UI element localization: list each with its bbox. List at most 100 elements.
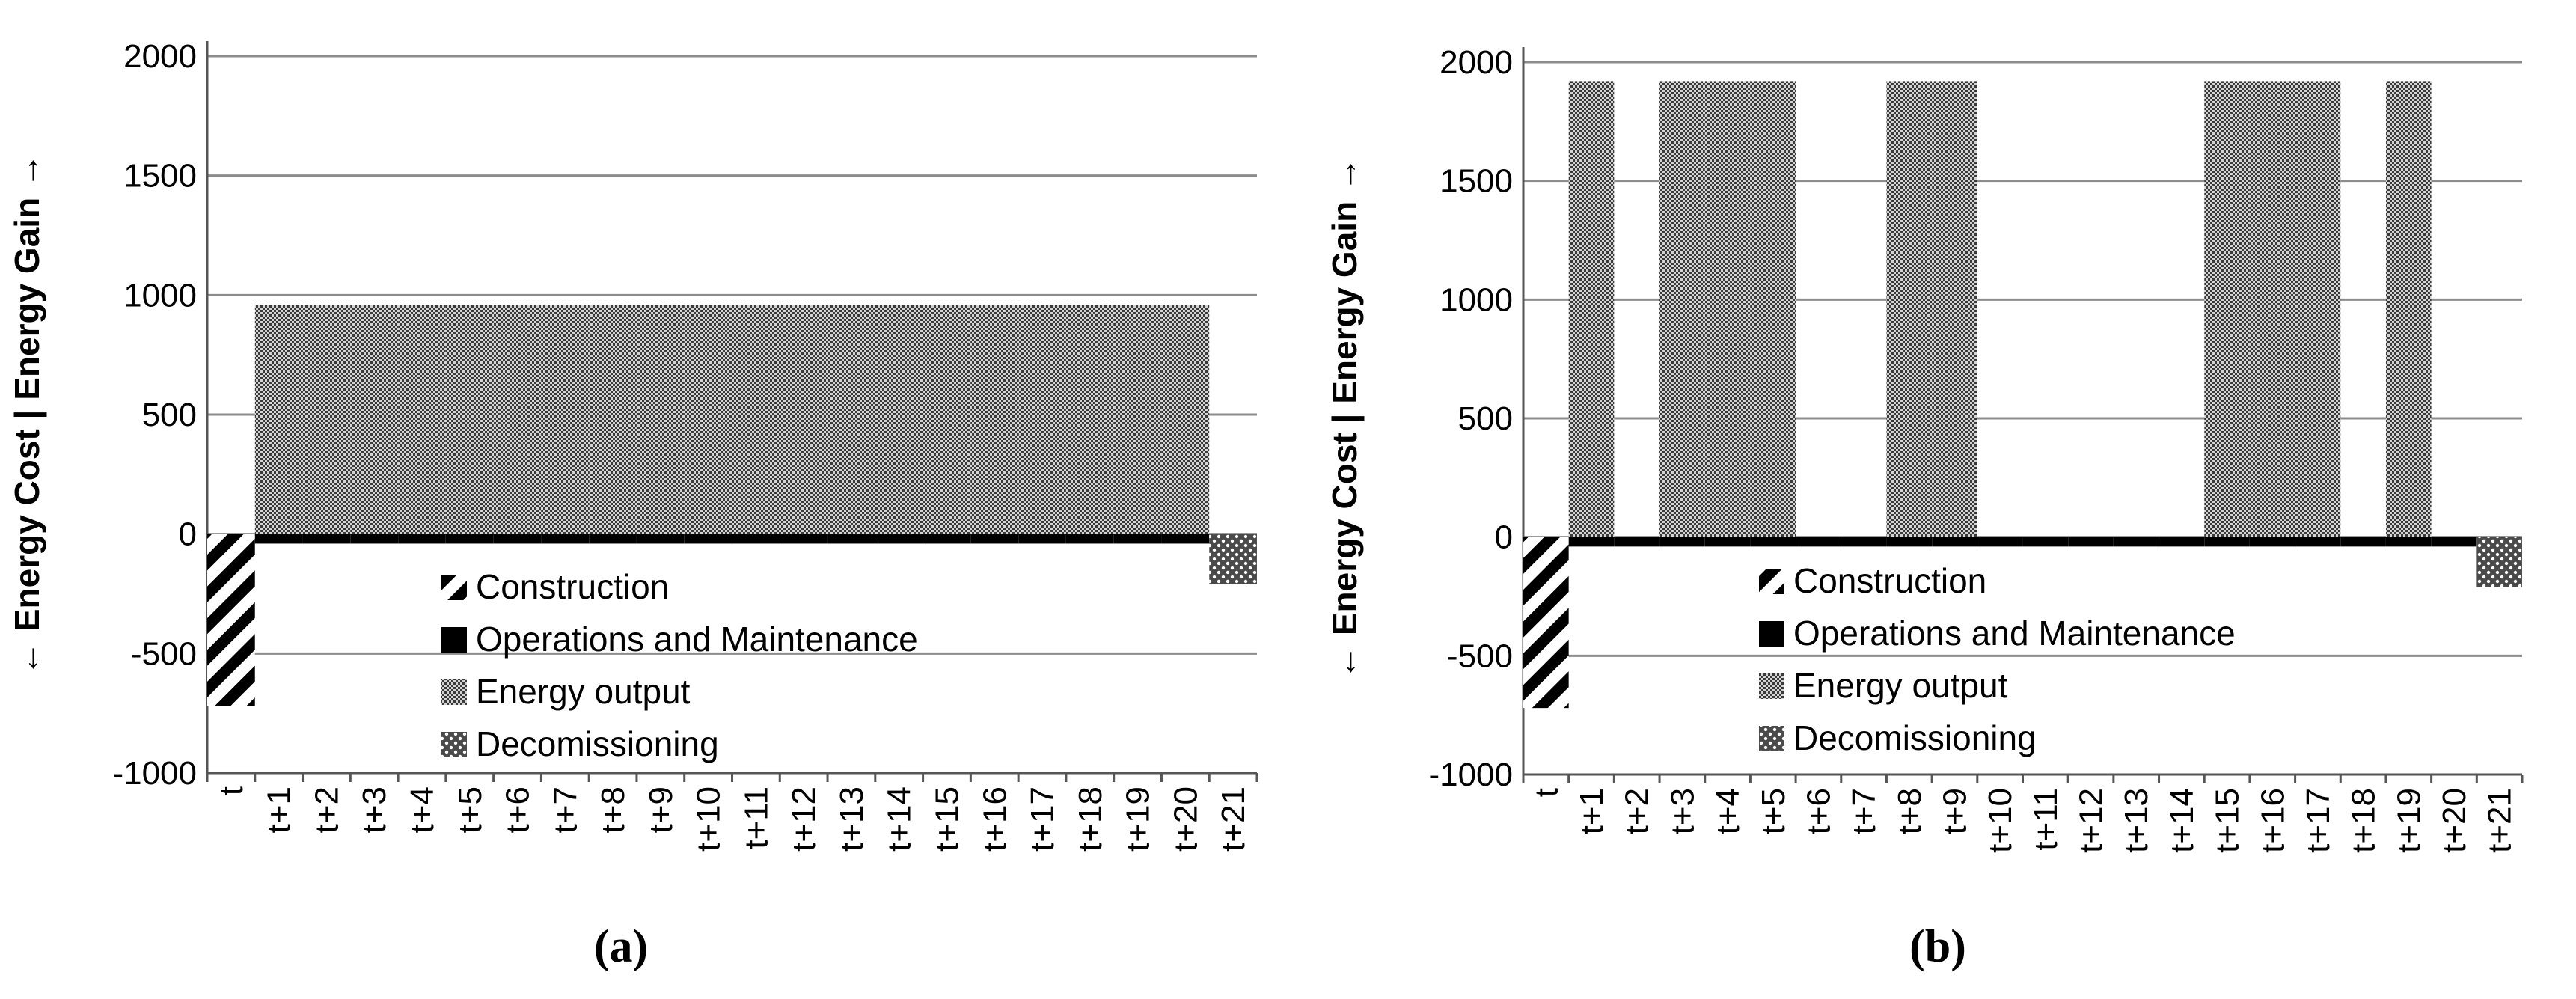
bar-operations-and-maintenance bbox=[2113, 537, 2159, 547]
bar-operations-and-maintenance bbox=[1065, 534, 1114, 544]
x-tick-label: t+2 bbox=[308, 786, 345, 833]
x-tick-label: t+2 bbox=[1619, 788, 1656, 834]
x-tick-label: t+12 bbox=[786, 786, 822, 852]
x-tick-label: t bbox=[213, 786, 250, 795]
bar-energy-output bbox=[350, 305, 399, 534]
legend-swatch bbox=[441, 679, 467, 705]
bar-operations-and-maintenance bbox=[1568, 537, 1615, 547]
bar-energy-output bbox=[1704, 81, 1751, 537]
bar-operations-and-maintenance bbox=[1841, 537, 1887, 547]
bar-energy-output bbox=[302, 305, 351, 534]
bar-operations-and-maintenance bbox=[1977, 537, 2023, 547]
bar-operations-and-maintenance bbox=[732, 534, 780, 544]
legend-entry: Energy output bbox=[476, 672, 691, 711]
panel-label-a: (a) bbox=[593, 921, 649, 972]
x-tick-label: t+9 bbox=[1936, 788, 1973, 834]
bar-operations-and-maintenance bbox=[1886, 537, 1933, 547]
bar-operations-and-maintenance bbox=[1659, 537, 1705, 547]
bar-operations-and-maintenance bbox=[1796, 537, 1841, 547]
bar-operations-and-maintenance bbox=[2159, 537, 2205, 547]
x-tick-label: t+13 bbox=[2118, 788, 2155, 853]
bar-energy-output bbox=[2385, 81, 2432, 537]
x-tick-label: t bbox=[1528, 788, 1564, 797]
bar-operations-and-maintenance bbox=[2431, 537, 2477, 547]
bar-energy-output bbox=[1113, 305, 1162, 534]
bar-construction bbox=[207, 534, 255, 706]
x-tick-label: t+17 bbox=[1024, 786, 1061, 852]
y-tick-label: -500 bbox=[131, 635, 197, 672]
bar-operations-and-maintenance bbox=[780, 534, 828, 544]
x-tick-label: t+10 bbox=[691, 786, 727, 852]
bar-energy-output bbox=[2204, 81, 2250, 537]
bar-operations-and-maintenance bbox=[1750, 537, 1796, 547]
bar-operations-and-maintenance bbox=[589, 534, 637, 544]
x-tick-label: t+12 bbox=[2073, 788, 2110, 853]
bar-energy-output bbox=[2249, 81, 2295, 537]
bar-operations-and-maintenance bbox=[1932, 537, 1977, 547]
bar-operations-and-maintenance bbox=[827, 534, 875, 544]
x-tick-label: t+6 bbox=[1800, 788, 1837, 834]
x-tick-label: t+4 bbox=[404, 786, 441, 833]
legend-swatch bbox=[1759, 621, 1784, 647]
y-tick-label: 500 bbox=[142, 397, 197, 433]
bar-energy-output bbox=[923, 305, 971, 534]
x-tick-label: t+5 bbox=[1755, 788, 1792, 834]
y-axis-label: ← Energy Cost | Energy Gain → bbox=[1325, 157, 1364, 679]
x-tick-label: t+1 bbox=[1573, 788, 1610, 834]
legend-swatch bbox=[441, 627, 467, 653]
x-tick-label: t+7 bbox=[547, 786, 584, 833]
bar-construction bbox=[1523, 537, 1569, 709]
x-tick-label: t+6 bbox=[500, 786, 536, 833]
x-tick-label: t+20 bbox=[2436, 788, 2473, 853]
x-tick-label: t+18 bbox=[1072, 786, 1109, 852]
y-tick-label: -1000 bbox=[1428, 757, 1513, 793]
x-tick-label: t+19 bbox=[1120, 786, 1157, 852]
legend-entry: Decomissioning bbox=[1793, 718, 2037, 757]
x-tick-label: t+11 bbox=[2028, 788, 2064, 851]
bar-operations-and-maintenance bbox=[254, 534, 303, 544]
x-tick-label: t+10 bbox=[1982, 788, 2019, 853]
bar-energy-output bbox=[875, 305, 923, 534]
x-tick-label: t+17 bbox=[2300, 788, 2337, 853]
y-tick-label: 2000 bbox=[123, 38, 197, 75]
bar-operations-and-maintenance bbox=[2204, 537, 2250, 547]
bar-operations-and-maintenance bbox=[2385, 537, 2432, 547]
bar-operations-and-maintenance bbox=[350, 534, 399, 544]
bar-operations-and-maintenance bbox=[875, 534, 923, 544]
y-tick-label: 500 bbox=[1458, 400, 1513, 437]
legend-swatch bbox=[441, 732, 467, 757]
bar-operations-and-maintenance bbox=[445, 534, 494, 544]
legend-entry: Decomissioning bbox=[476, 724, 719, 763]
bar-operations-and-maintenance bbox=[1161, 534, 1210, 544]
bar-energy-output bbox=[1568, 81, 1615, 537]
chart-panel-a: -1000 -500 0 500 1000 1500 2000 t t+1 t+2 t+3 t+4 t+… bbox=[7, 38, 1258, 852]
bar-energy-output bbox=[1161, 305, 1210, 534]
bar-energy-output bbox=[589, 305, 637, 534]
x-tick-label: t+8 bbox=[595, 786, 631, 833]
bar-operations-and-maintenance bbox=[970, 534, 1019, 544]
bar-operations-and-maintenance bbox=[684, 534, 732, 544]
x-tick-label: t+16 bbox=[976, 786, 1013, 852]
bar-energy-output bbox=[493, 305, 542, 534]
bar-operations-and-maintenance bbox=[2068, 537, 2114, 547]
x-tick-label: t+20 bbox=[1167, 786, 1204, 852]
y-tick-label: -500 bbox=[1447, 638, 1513, 674]
legend-entry: Operations and Maintenance bbox=[1793, 614, 2236, 653]
x-tick-label: t+15 bbox=[2209, 788, 2246, 853]
bar-energy-output bbox=[1065, 305, 1114, 534]
x-tick-label: t+21 bbox=[1215, 786, 1252, 852]
legend-entry: Operations and Maintenance bbox=[476, 620, 918, 659]
legend-swatch bbox=[1759, 726, 1784, 751]
bar-operations-and-maintenance bbox=[923, 534, 971, 544]
bar-energy-output bbox=[636, 305, 685, 534]
panel-label-b: (b) bbox=[1909, 921, 1966, 972]
bar-energy-output bbox=[1659, 81, 1705, 537]
x-tick-label: t+13 bbox=[833, 786, 870, 852]
x-tick-label: t+16 bbox=[2254, 788, 2291, 853]
x-tick-label: t+15 bbox=[928, 786, 965, 852]
x-tick-label: t+21 bbox=[2482, 788, 2518, 853]
bar-operations-and-maintenance bbox=[398, 534, 446, 544]
x-tick-label: t+8 bbox=[1891, 788, 1928, 834]
